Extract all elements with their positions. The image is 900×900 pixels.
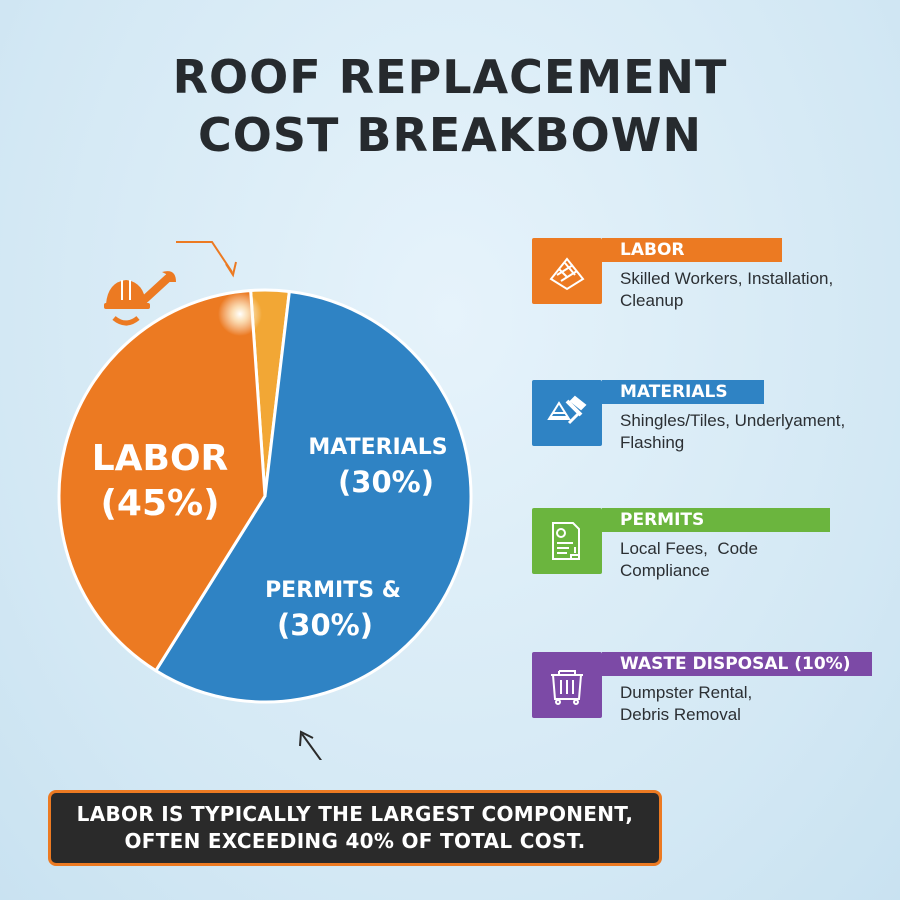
title-line-1: ROOF REPLACEMENT bbox=[172, 50, 728, 104]
callout-arrowhead-top bbox=[225, 261, 237, 278]
callout-arrow-top bbox=[176, 241, 233, 273]
hardhat-wrench-icon bbox=[104, 271, 176, 326]
legend-desc-waste-line1: Dumpster Rental, bbox=[620, 683, 753, 702]
slice-label-permits-1: PERMITS & bbox=[265, 578, 401, 603]
legend-desc-waste-line2: Debris Removal bbox=[620, 705, 741, 724]
footer-line-1: LABOR IS TYPICALLY THE LARGEST COMPONENT… bbox=[76, 802, 634, 826]
callout-arrow-bottom bbox=[301, 733, 323, 760]
legend-title-labor: LABOR bbox=[602, 238, 782, 262]
legend-desc-materials: Shingles/Tiles, Underlyament, Flashing bbox=[620, 410, 880, 454]
legend-desc-permits-line1: Local Fees, Code bbox=[620, 539, 758, 558]
legend-desc-materials-line1: Shingles/Tiles, Underlyament, bbox=[620, 411, 846, 430]
shingles-icon bbox=[532, 238, 602, 304]
pie-slice-labor bbox=[57, 289, 267, 673]
legend-title-materials: MATERIALS bbox=[602, 380, 764, 404]
legend-desc-permits: Local Fees, Code Compliance bbox=[620, 538, 880, 582]
permit-document-icon bbox=[532, 508, 602, 574]
sparkle-glow bbox=[218, 292, 262, 336]
legend-desc-permits-line2: Compliance bbox=[620, 561, 710, 580]
legend-desc-labor-line2: Cleanup bbox=[620, 291, 684, 310]
legend-desc-materials-line2: Flashing bbox=[620, 433, 685, 452]
title-line-2: COST BREAKBOWN bbox=[198, 108, 702, 162]
slice-label-materials-2: (30%) bbox=[338, 465, 434, 499]
legend-title-permits: PERMITS bbox=[602, 508, 830, 532]
pie-chart: LABOR (45%) MATERIALS (30%) PERMITS & (3… bbox=[57, 241, 473, 760]
footer-line-2: OFTEN EXCEEDING 40% OF TOTAL COST. bbox=[124, 829, 586, 853]
slice-label-labor-1: LABOR bbox=[92, 438, 229, 479]
page-title: ROOF REPLACEMENT COST BREAKBOWN bbox=[0, 48, 900, 164]
slice-label-labor-2: (45%) bbox=[100, 483, 219, 524]
hammer-shingles-icon bbox=[532, 380, 602, 446]
legend-desc-labor: Skilled Workers, Installation, Cleanup bbox=[620, 268, 880, 312]
dumpster-icon bbox=[532, 652, 602, 718]
legend-title-waste: WASTE DISPOSAL (10%) bbox=[602, 652, 872, 676]
legend-desc-waste: Dumpster Rental, Debris Removal bbox=[620, 682, 880, 726]
callout-arrowhead-bottom bbox=[299, 730, 314, 747]
slice-label-permits-2: (30%) bbox=[277, 608, 373, 642]
pie-slices bbox=[57, 288, 473, 704]
pie-slice-materials bbox=[154, 289, 473, 704]
legend-desc-labor-line1: Skilled Workers, Installation, bbox=[620, 269, 834, 288]
slice-label-materials-1: MATERIALS bbox=[308, 435, 447, 460]
footer-callout: LABOR IS TYPICALLY THE LARGEST COMPONENT… bbox=[48, 790, 662, 866]
